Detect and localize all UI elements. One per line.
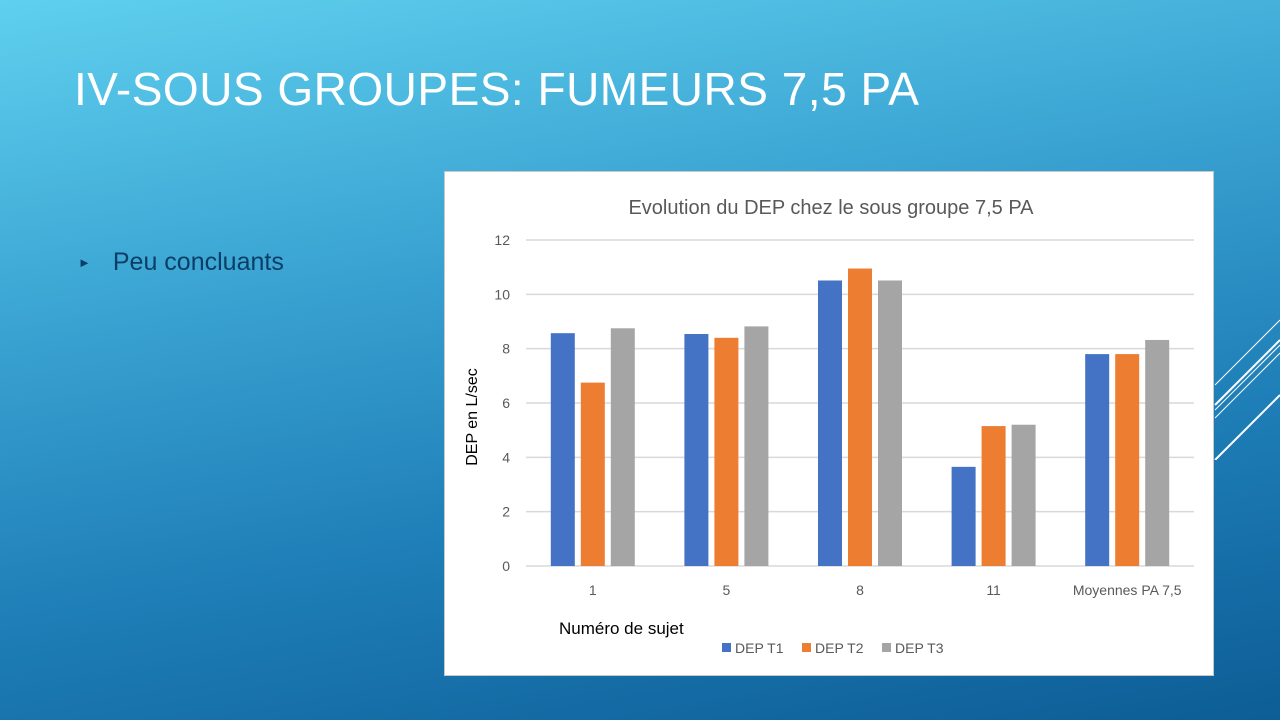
y-tick-label: 6 <box>502 395 510 411</box>
legend-swatch <box>882 643 891 652</box>
bullet-item: ► Peu concluants <box>78 248 284 277</box>
legend-label: DEP T2 <box>815 640 864 656</box>
bar-dep-t1 <box>684 333 709 566</box>
x-tick-label: Moyennes PA 7,5 <box>1073 582 1182 598</box>
decorative-lines <box>1214 319 1280 460</box>
x-tick-label: 8 <box>856 582 864 598</box>
bar-dep-t3 <box>1145 339 1170 566</box>
y-axis-label: DEP en L/sec <box>464 368 481 466</box>
deco-line <box>1214 352 1280 419</box>
bar-dep-t1 <box>1085 354 1110 566</box>
x-tick-label: 5 <box>723 582 731 598</box>
bar-dep-t3 <box>610 328 635 566</box>
x-tick-label: 11 <box>986 582 1001 598</box>
deco-line <box>1214 339 1280 406</box>
bar-dep-t2 <box>714 337 739 566</box>
bar-dep-t2 <box>1115 354 1140 566</box>
bar-dep-t2 <box>580 382 605 566</box>
x-axis-label: Numéro de sujet <box>559 619 684 638</box>
bar-dep-t2 <box>848 268 872 566</box>
y-tick-label: 4 <box>502 449 510 465</box>
bar-dep-t3 <box>744 326 769 566</box>
legend-label: DEP T1 <box>735 640 784 656</box>
bar-dep-t3 <box>878 280 902 566</box>
y-tick-label: 12 <box>494 232 510 248</box>
slide-title: IV-SOUS GROUPES: FUMEURS 7,5 PA <box>74 63 920 115</box>
bullet-text: Peu concluants <box>112 248 284 276</box>
bar-dep-t2 <box>981 426 1006 566</box>
bar-dep-t1 <box>951 466 976 566</box>
chart-title: Evolution du DEP chez le sous groupe 7,5… <box>628 197 1034 219</box>
y-tick-label: 10 <box>494 286 510 302</box>
y-tick-label: 8 <box>502 341 510 357</box>
y-tick-label: 0 <box>502 558 510 574</box>
deco-line <box>1214 319 1280 386</box>
deco-line <box>1214 394 1280 460</box>
deco-line <box>1214 344 1280 411</box>
x-tick-label: 1 <box>589 582 597 598</box>
legend-label: DEP T3 <box>895 640 944 656</box>
y-tick-label: 2 <box>502 504 510 520</box>
bar-dep-t1 <box>818 280 842 566</box>
bar-dep-t1 <box>550 333 575 566</box>
chart-container[interactable]: Evolution du DEP chez le sous groupe 7,5… <box>444 171 1214 676</box>
bullet-arrow-icon: ► <box>78 255 91 270</box>
bar-dep-t3 <box>1011 424 1036 566</box>
legend-swatch <box>722 643 731 652</box>
legend-swatch <box>802 643 811 652</box>
bar-chart: Evolution du DEP chez le sous groupe 7,5… <box>464 197 1194 656</box>
